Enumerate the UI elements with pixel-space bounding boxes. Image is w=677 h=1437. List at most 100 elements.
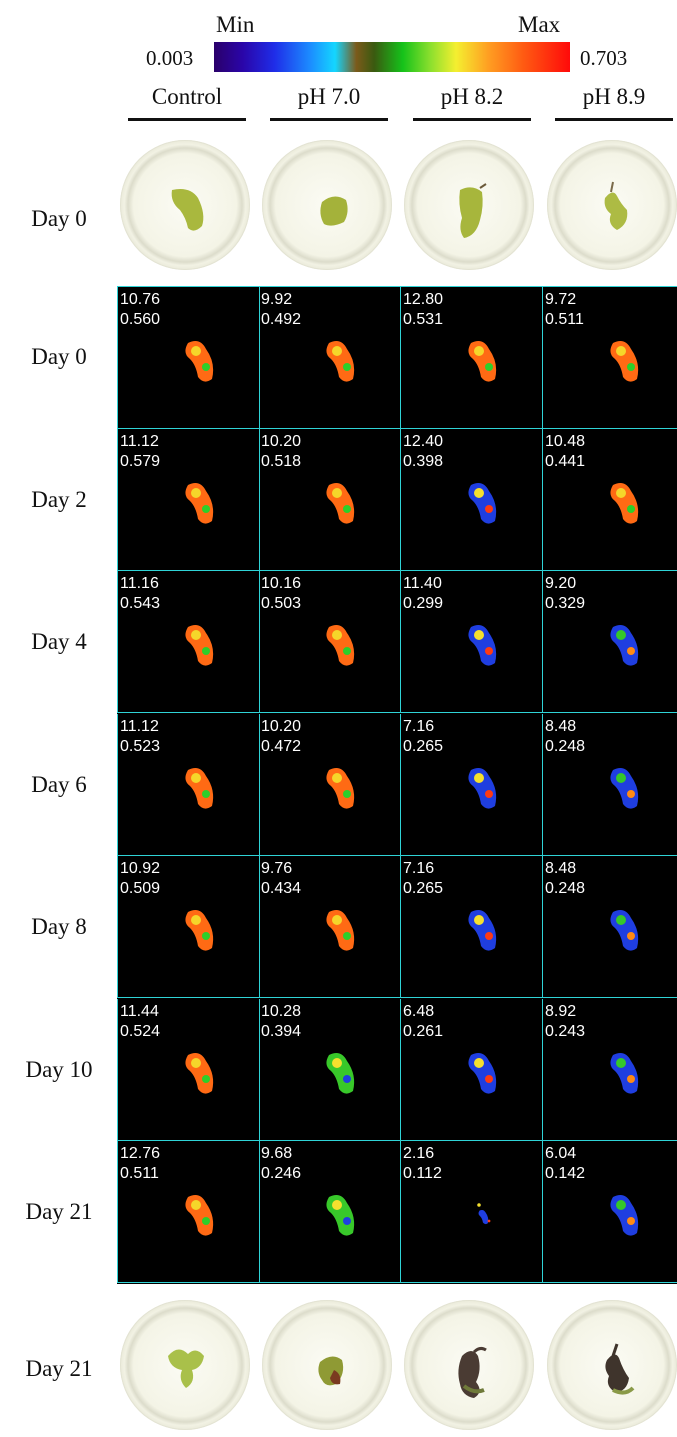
leaf-fluorescence-image — [468, 625, 497, 666]
leaf-fluorescence-image — [326, 1052, 355, 1094]
row-label-photo-day21: Day 21 — [25, 1356, 93, 1381]
cell-value-secondary: 0.511 — [545, 311, 584, 328]
leaf-fluorescence-image — [185, 910, 214, 951]
column-header-control: Control — [151, 84, 223, 109]
column-header-ph89: pH 8.9 — [582, 84, 646, 109]
cell-value-primary: 12.40 — [403, 432, 444, 450]
cell-value-primary: 10.20 — [261, 432, 302, 450]
cell-value-secondary: 0.265 — [403, 880, 444, 897]
fluorescence-cell: 7.16 0.265 — [401, 856, 543, 998]
fluorescence-cell: 6.04 0.142 — [543, 1141, 677, 1283]
cell-value-primary: 7.16 — [403, 717, 435, 735]
cell-value-primary: 9.20 — [545, 575, 577, 592]
scale-max-value: 0.703 — [580, 46, 628, 70]
leaf-fluorescence-image — [610, 625, 639, 666]
cell-value-secondary: 0.265 — [403, 737, 444, 755]
leaf-photo — [171, 189, 204, 231]
petri-dish-photo — [404, 1300, 534, 1430]
fluorescence-cell: 10.48 0.441 — [543, 429, 677, 571]
leaf-photo — [459, 183, 487, 238]
leaf-fluorescence-image — [468, 482, 497, 524]
fluorescence-cell: 10.20 0.472 — [259, 713, 401, 856]
fluorescence-image-grid: 10.76 0.560 9.92 0.492 12.80 0.531 9.72 0.511 11… — [117, 286, 677, 1284]
fluorescence-cell: 11.40 0.299 — [401, 571, 543, 713]
cell-value-secondary: 0.329 — [545, 595, 586, 612]
column-underline — [555, 118, 673, 121]
fluorescence-cell: 7.16 0.265 — [401, 713, 543, 856]
cell-value-primary: 9.68 — [261, 1145, 293, 1162]
leaf-fluorescence-image — [326, 625, 355, 666]
cell-value-primary: 11.16 — [120, 575, 159, 592]
cell-value-secondary: 0.248 — [545, 737, 586, 755]
fluorescence-cell: 8.92 0.243 — [543, 999, 677, 1141]
fluorescence-cell: 2.16 0.112 — [401, 1141, 543, 1283]
cell-value-primary: 10.48 — [545, 432, 586, 450]
scale-min-value: 0.003 — [146, 46, 194, 70]
cell-value-primary: 11.12 — [120, 717, 159, 735]
leaf-photo — [318, 1356, 344, 1386]
column-header-ph70: pH 7.0 — [297, 84, 361, 109]
cell-value-primary: 7.16 — [403, 860, 435, 877]
cell-value-secondary: 0.243 — [545, 1022, 586, 1040]
cell-value-primary: 11.44 — [120, 1002, 159, 1020]
cell-value-secondary: 0.248 — [545, 880, 586, 897]
cell-value-primary: 2.16 — [403, 1145, 435, 1162]
cell-value-primary: 11.12 — [120, 432, 159, 450]
fluorescence-cell: 9.68 0.246 — [259, 1141, 401, 1283]
cell-value-secondary: 0.524 — [120, 1022, 161, 1040]
fluorescence-cell: 9.72 0.511 — [543, 286, 677, 429]
cell-value-secondary: 0.503 — [261, 595, 302, 612]
leaf-fluorescence-image — [185, 341, 214, 382]
column-header-ph82: pH 8.2 — [440, 84, 504, 109]
fluorescence-cell: 12.80 0.531 — [401, 286, 543, 429]
cell-value-secondary: 0.492 — [261, 311, 302, 328]
leaf-fluorescence-image — [610, 767, 639, 809]
fluorescence-cell: 10.16 0.503 — [259, 571, 401, 713]
leaf-fluorescence-image — [326, 482, 355, 524]
cell-value-primary: 9.92 — [261, 291, 293, 308]
row-label-day: Day 2 — [31, 486, 87, 512]
leaf-fluorescence-image — [468, 341, 497, 382]
cell-value-primary: 9.76 — [261, 860, 293, 877]
cell-value-primary: 11.40 — [403, 575, 442, 592]
row-label-day: Day 4 — [31, 629, 87, 654]
leaf-fluorescence-image — [610, 1052, 639, 1094]
fluorescence-cell: 11.16 0.543 — [117, 571, 260, 713]
leaf-fluorescence-image — [326, 1195, 355, 1236]
leaf-fluorescence-image — [185, 482, 214, 524]
cell-value-secondary: 0.543 — [120, 595, 161, 612]
fluorescence-cell: 9.20 0.329 — [543, 571, 677, 713]
cell-value-secondary: 0.560 — [120, 311, 161, 328]
scale-max-label: Max — [518, 12, 561, 37]
leaf-fluorescence-image — [185, 1195, 214, 1236]
fluorescence-cell: 8.48 0.248 — [543, 714, 677, 856]
cell-value-secondary: 0.518 — [261, 452, 302, 470]
cell-value-primary: 6.04 — [545, 1145, 577, 1162]
leaf-photo — [605, 1343, 635, 1395]
row-label-day: Day 0 — [31, 344, 87, 369]
fluorescence-cell: 11.12 0.579 — [117, 428, 260, 571]
color-scale-bar — [214, 42, 570, 72]
petri-dish-photo — [547, 140, 677, 270]
petri-dish-photo — [120, 1300, 250, 1430]
fluorescence-cell: 12.76 0.511 — [117, 1141, 260, 1283]
leaf-fluorescence-image — [185, 767, 214, 809]
scale-min-label: Min — [216, 12, 255, 37]
cell-value-primary: 10.20 — [261, 717, 302, 735]
leaf-fluorescence-image — [468, 1052, 497, 1094]
cell-value-secondary: 0.112 — [403, 1165, 442, 1182]
row-label-day: Day 8 — [31, 914, 87, 939]
leaf-photo — [168, 1349, 204, 1388]
leaf-fluorescence-image — [185, 625, 214, 666]
row-label-day: Day 10 — [25, 1056, 93, 1082]
cell-value-secondary: 0.511 — [120, 1165, 159, 1182]
row-label-day: Day 21 — [25, 1199, 93, 1224]
cell-value-primary: 10.92 — [120, 860, 161, 877]
cell-value-secondary: 0.299 — [403, 595, 444, 612]
leaf-fluorescence-image — [185, 1052, 214, 1094]
petri-dish-photo — [404, 140, 534, 270]
leaf-fluorescence-image — [610, 341, 639, 382]
leaf-fluorescence-image — [468, 767, 497, 809]
fluorescence-cell: 9.76 0.434 — [259, 856, 401, 998]
cell-value-secondary: 0.398 — [403, 452, 444, 470]
